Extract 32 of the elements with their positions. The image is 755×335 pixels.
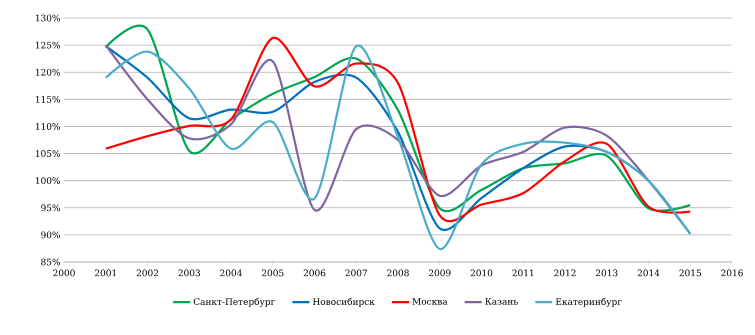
x-tick-label: 2011	[512, 270, 534, 276]
x-tick-label: 2012	[554, 270, 576, 276]
y-tick-label: 130%	[36, 14, 60, 22]
x-tick-label: 2016	[721, 270, 743, 276]
legend-label: Екатеринбург	[556, 298, 622, 307]
y-tick-label: 85%	[41, 258, 60, 266]
y-tick-label: 125%	[36, 42, 60, 48]
x-tick-label: 2004	[220, 270, 242, 276]
y-tick-label: 110%	[36, 123, 60, 130]
x-tick-label: 2001	[94, 270, 116, 276]
x-tick-label: 2015	[679, 270, 701, 276]
legend-label: Казань	[485, 298, 518, 305]
x-tick-label: 2000	[53, 270, 75, 276]
legend-label: Новосибирск	[312, 298, 375, 307]
x-tick-label: 2013	[596, 270, 618, 276]
x-tick-label: 2006	[304, 270, 326, 276]
y-tick-label: 105%	[36, 150, 60, 157]
x-tick-label: 2014	[638, 270, 660, 276]
y-tick-label: 115%	[36, 96, 60, 103]
legend-label: Санкт-Петербург	[194, 298, 275, 307]
x-tick-label: 2007	[345, 270, 368, 276]
x-tick-label: 2010	[470, 270, 492, 276]
y-tick-label: 100%	[36, 177, 60, 184]
x-tick-label: 2002	[136, 270, 158, 276]
x-tick-label: 2003	[178, 270, 200, 276]
y-tick-label: 120%	[36, 68, 60, 76]
x-tick-label: 2009	[428, 270, 451, 276]
y-tick-label: 95%	[41, 204, 60, 212]
x-tick-label: 2005	[262, 270, 284, 276]
x-tick-label: 2008	[387, 270, 409, 276]
y-tick-label: 90%	[41, 231, 60, 238]
legend-label: Москва	[412, 298, 448, 305]
